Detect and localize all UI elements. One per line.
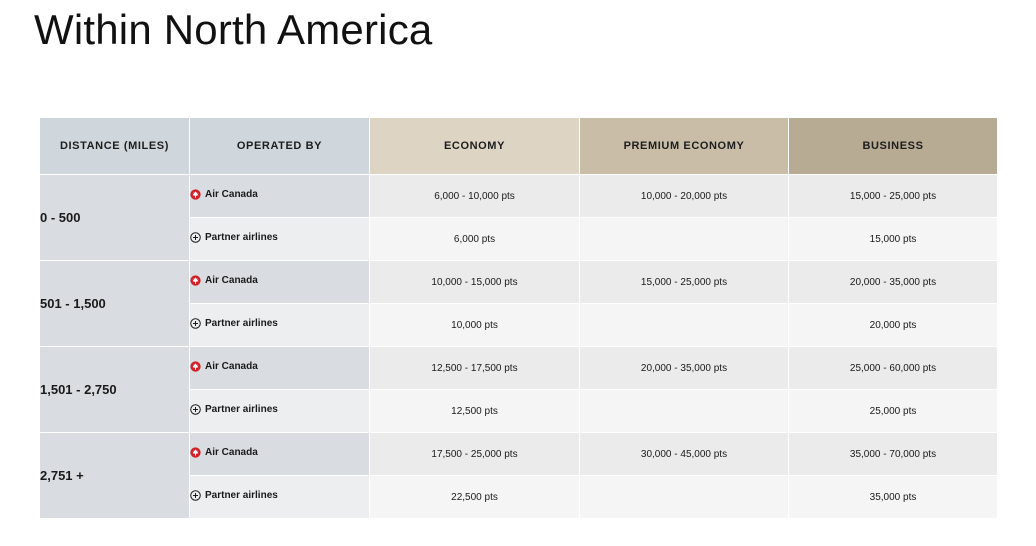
header-economy: ECONOMY: [369, 117, 580, 175]
premium-economy-points-cell: 20,000 - 35,000 pts: [579, 346, 789, 390]
premium-economy-points-cell: 10,000 - 20,000 pts: [579, 174, 789, 218]
table-row: Partner airlines 22,500 pts 35,000 pts: [40, 475, 998, 519]
economy-points-cell: 22,500 pts: [369, 475, 580, 519]
header-business: BUSINESS: [788, 117, 998, 175]
business-points-cell: 35,000 - 70,000 pts: [788, 432, 998, 476]
operator-partner-airlines: Partner airlines: [189, 475, 370, 519]
maple-leaf-icon: [190, 275, 201, 286]
operator-label: Partner airlines: [205, 318, 278, 329]
operator-air-canada: Air Canada: [189, 432, 370, 476]
business-points-cell: 25,000 pts: [788, 389, 998, 433]
maple-leaf-icon: [190, 189, 201, 200]
maple-leaf-icon: [190, 361, 201, 372]
operator-air-canada: Air Canada: [189, 260, 370, 304]
operator-partner-airlines: Partner airlines: [189, 217, 370, 261]
distance-cell: 501 - 1,500: [39, 260, 190, 347]
award-chart-table: DISTANCE (MILES) OPERATED BY ECONOMY PRE…: [39, 117, 998, 519]
business-points-cell: 20,000 pts: [788, 303, 998, 347]
business-points-cell: 20,000 - 35,000 pts: [788, 260, 998, 304]
table-row: Partner airlines 10,000 pts 20,000 pts: [40, 303, 998, 347]
distance-cell: 1,501 - 2,750: [39, 346, 190, 433]
business-points-cell: 15,000 - 25,000 pts: [788, 174, 998, 218]
operator-label: Partner airlines: [205, 232, 278, 243]
table-row: 0 - 500 Air Canada 6,000 - 10,000 pts 10,00…: [39, 174, 998, 261]
economy-points-cell: 12,500 pts: [369, 389, 580, 433]
operator-partner-airlines: Partner airlines: [189, 389, 370, 433]
table-row: 501 - 1,500 Air Canada 10,000 - 15,000 pts…: [39, 260, 998, 347]
premium-economy-points-cell: 30,000 - 45,000 pts: [579, 432, 789, 476]
economy-points-cell: 6,000 - 10,000 pts: [369, 174, 580, 218]
operator-air-canada: Air Canada: [189, 174, 370, 218]
distance-cell: 2,751 +: [39, 432, 190, 519]
operator-label: Air Canada: [205, 361, 258, 372]
premium-economy-points-cell: [579, 217, 789, 261]
plus-circle-icon: [190, 404, 201, 415]
business-points-cell: 35,000 pts: [788, 475, 998, 519]
economy-points-cell: 10,000 - 15,000 pts: [369, 260, 580, 304]
economy-points-cell: 12,500 - 17,500 pts: [369, 346, 580, 390]
header-operated-by: OPERATED BY: [189, 117, 370, 175]
operator-label: Air Canada: [205, 275, 258, 286]
premium-economy-points-cell: 15,000 - 25,000 pts: [579, 260, 789, 304]
operator-label: Air Canada: [205, 189, 258, 200]
page-title: Within North America: [34, 6, 433, 53]
header-row: DISTANCE (MILES) OPERATED BY ECONOMY PRE…: [39, 117, 998, 175]
premium-economy-points-cell: [579, 303, 789, 347]
operator-label: Partner airlines: [205, 490, 278, 501]
table-row: Partner airlines 6,000 pts 15,000 pts: [40, 217, 998, 261]
premium-economy-points-cell: [579, 475, 789, 519]
economy-points-cell: 6,000 pts: [369, 217, 580, 261]
maple-leaf-icon: [190, 447, 201, 458]
table-row: 1,501 - 2,750 Air Canada 12,500 - 17,500 p…: [39, 346, 998, 433]
business-points-cell: 25,000 - 60,000 pts: [788, 346, 998, 390]
header-premium-economy: PREMIUM ECONOMY: [579, 117, 789, 175]
premium-economy-points-cell: [579, 389, 789, 433]
header-distance: DISTANCE (MILES): [39, 117, 190, 175]
business-points-cell: 15,000 pts: [788, 217, 998, 261]
table-row: 2,751 + Air Canada 17,500 - 25,000 pts 30,0…: [39, 432, 998, 519]
plus-circle-icon: [190, 232, 201, 243]
plus-circle-icon: [190, 490, 201, 501]
economy-points-cell: 10,000 pts: [369, 303, 580, 347]
plus-circle-icon: [190, 318, 201, 329]
distance-cell: 0 - 500: [39, 174, 190, 261]
operator-label: Air Canada: [205, 447, 258, 458]
operator-air-canada: Air Canada: [189, 346, 370, 390]
operator-label: Partner airlines: [205, 404, 278, 415]
economy-points-cell: 17,500 - 25,000 pts: [369, 432, 580, 476]
operator-partner-airlines: Partner airlines: [189, 303, 370, 347]
